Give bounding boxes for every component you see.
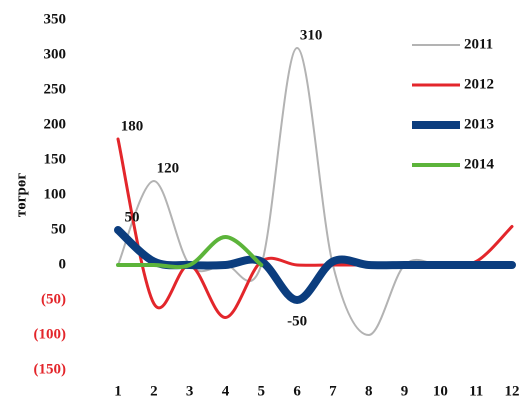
- y-tick-label: (100): [34, 326, 67, 342]
- y-tick-label: (50): [41, 291, 66, 307]
- x-tick-label: 2: [150, 383, 158, 399]
- y-tick-label: 300: [44, 46, 67, 62]
- y-axis-label: төгрөг: [13, 173, 29, 218]
- y-tick-label: 250: [44, 81, 67, 97]
- y-tick-label: 100: [44, 186, 67, 202]
- legend-label: 2011: [464, 36, 493, 52]
- y-tick-label: 0: [59, 256, 67, 272]
- x-tick-label: 8: [365, 383, 373, 399]
- x-tick-label: 3: [186, 383, 194, 399]
- y-tick-label: 200: [44, 116, 67, 132]
- y-tick-label: 50: [51, 221, 66, 237]
- x-tick-label: 6: [293, 383, 301, 399]
- legend-label: 2012: [464, 76, 494, 92]
- series-line: [116, 234, 264, 270]
- y-tick-label: 150: [44, 151, 67, 167]
- x-tick-label: 5: [258, 383, 266, 399]
- x-tick-label: 7: [329, 383, 337, 399]
- x-tick-label: 12: [505, 383, 520, 399]
- data-label: 120: [157, 160, 180, 176]
- x-tick-label: 11: [469, 383, 483, 399]
- y-tick-label: (150): [34, 361, 67, 377]
- data-label: 310: [300, 27, 323, 43]
- data-label: 180: [121, 118, 144, 134]
- data-label: -50: [287, 313, 307, 329]
- y-tick-label: 350: [44, 11, 67, 27]
- x-tick-label: 9: [401, 383, 409, 399]
- data-label: 50: [125, 209, 140, 225]
- legend-label: 2014: [464, 156, 495, 172]
- x-tick-label: 1: [114, 383, 122, 399]
- x-tick-label: 4: [222, 383, 230, 399]
- x-tick-label: 10: [433, 383, 448, 399]
- series-line: [117, 46, 513, 337]
- legend-label: 2013: [464, 116, 494, 132]
